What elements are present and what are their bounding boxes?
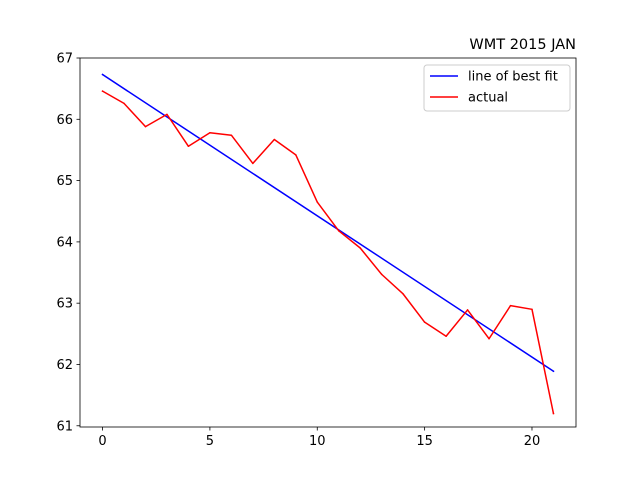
data-point (187, 145, 190, 148)
legend: line of best fit actual (423, 64, 571, 112)
data-point (552, 370, 555, 372)
data-point (295, 154, 297, 156)
x-tick-label: 20 (524, 434, 541, 449)
data-point (509, 304, 512, 307)
data-point (488, 337, 490, 340)
y-tick-label: 64 (56, 235, 73, 250)
data-point (101, 73, 104, 76)
data-point (337, 230, 340, 232)
data-point (359, 247, 361, 249)
data-point (273, 138, 276, 141)
data-point (230, 134, 233, 136)
y-tick-label: 67 (56, 52, 73, 67)
data-point (252, 162, 254, 165)
plot-frame (79, 57, 577, 428)
data-point (402, 293, 404, 295)
data-point (209, 132, 211, 134)
x-tick-label: 15 (416, 434, 433, 449)
data-point (380, 273, 383, 276)
x-tick-label: 10 (309, 434, 326, 449)
y-tick-label: 66 (56, 113, 73, 128)
data-point (166, 113, 168, 116)
axes: 0 5 10 15 20 61 62 63 64 65 66 67 (56, 52, 577, 449)
x-tick-label: 5 (206, 434, 214, 449)
legend-label: line of best fit (468, 70, 558, 85)
data-point (316, 201, 319, 203)
series-line-best-fit (101, 73, 555, 373)
x-tick-label: 0 (98, 434, 106, 449)
data-point (123, 102, 125, 105)
y-tick-label: 61 (56, 419, 73, 434)
data-point (466, 309, 469, 311)
plot-area (101, 73, 555, 415)
data-point (144, 125, 147, 128)
chart-title: WMT 2015 JAN (469, 37, 576, 53)
series-line-actual (101, 90, 555, 415)
y-tick-label: 62 (56, 358, 73, 373)
data-point (101, 90, 104, 92)
y-tick-label: 63 (56, 297, 73, 312)
y-tick-label: 65 (56, 174, 73, 189)
legend-box (423, 64, 571, 112)
data-point (445, 335, 447, 338)
data-point (531, 308, 533, 311)
legend-label: actual (468, 91, 508, 106)
data-point (552, 412, 555, 415)
data-point (423, 321, 426, 323)
